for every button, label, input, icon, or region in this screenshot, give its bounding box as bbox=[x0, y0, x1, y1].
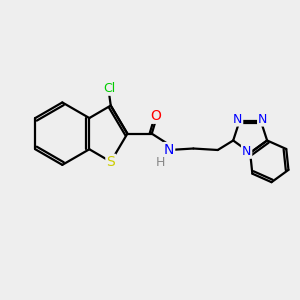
Text: S: S bbox=[106, 155, 115, 169]
Text: N: N bbox=[258, 112, 267, 126]
Text: Cl: Cl bbox=[103, 82, 116, 95]
Text: N: N bbox=[242, 145, 251, 158]
Text: N: N bbox=[233, 112, 242, 126]
Text: N: N bbox=[164, 143, 174, 157]
Text: O: O bbox=[150, 109, 161, 123]
Text: H: H bbox=[155, 156, 165, 169]
